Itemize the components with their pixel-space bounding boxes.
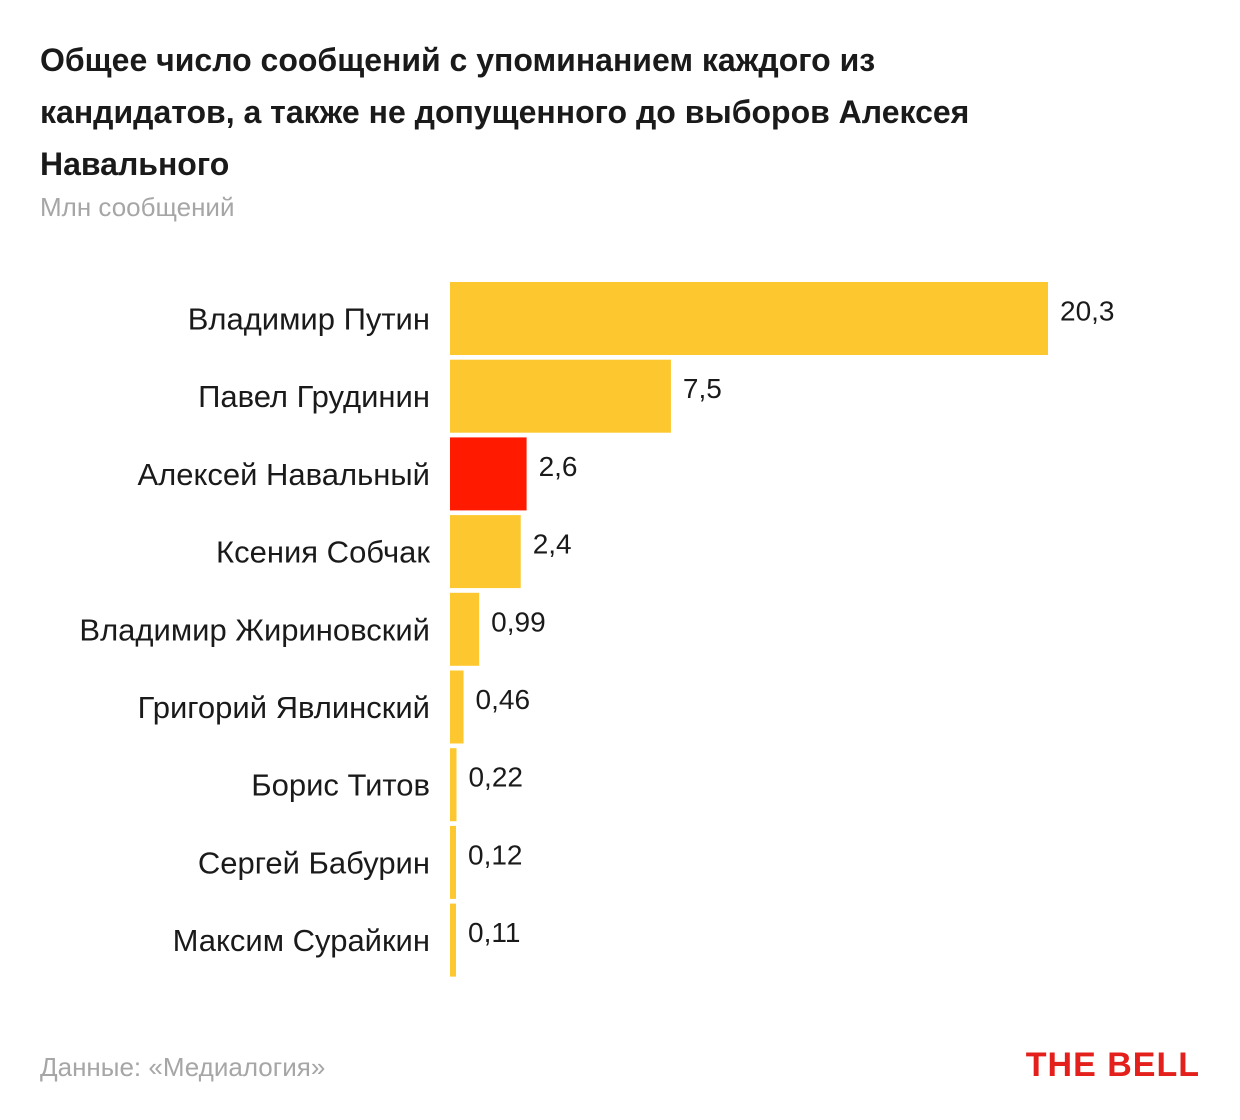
bar [450, 437, 527, 511]
bar [450, 903, 456, 977]
chart-subtitle: Млн сообщений [40, 192, 235, 222]
category-label: Владимир Жириновский [79, 612, 430, 647]
bar-chart: Владимир Путин 20,3 Павел Грудинин 7,5 Алекс… [79, 282, 1115, 977]
value-label: 7,5 [683, 373, 722, 404]
value-label: 20,3 [1060, 296, 1115, 327]
category-label: Павел Грудинин [198, 379, 430, 414]
category-label: Сергей Бабурин [198, 845, 430, 880]
category-label: Борис Титов [251, 768, 430, 803]
value-label: 0,12 [468, 839, 523, 870]
bar [450, 825, 456, 899]
value-label: 2,6 [539, 451, 578, 482]
value-label: 0,99 [491, 606, 546, 637]
bar [450, 282, 1048, 355]
value-label: 0,46 [476, 684, 531, 715]
bar [450, 748, 457, 822]
category-label: Алексей Навальный [137, 457, 430, 492]
value-label: 0,22 [468, 762, 523, 793]
value-label: 0,11 [468, 917, 520, 948]
bar [450, 359, 671, 433]
category-label: Ксения Собчак [216, 535, 430, 570]
bar [450, 592, 480, 666]
brand-logo: THE BELL [1025, 1046, 1200, 1084]
category-label: Владимир Путин [188, 302, 430, 337]
category-label: Максим Сурайкин [173, 923, 430, 958]
data-source: Данные: «Медиалогия» [40, 1052, 326, 1082]
category-label: Григорий Явлинский [138, 690, 430, 725]
value-label: 2,4 [533, 529, 572, 560]
bar [450, 670, 464, 744]
bar [450, 515, 521, 589]
chart-title: Общее число сообщений с упоминанием кажд… [40, 42, 970, 182]
